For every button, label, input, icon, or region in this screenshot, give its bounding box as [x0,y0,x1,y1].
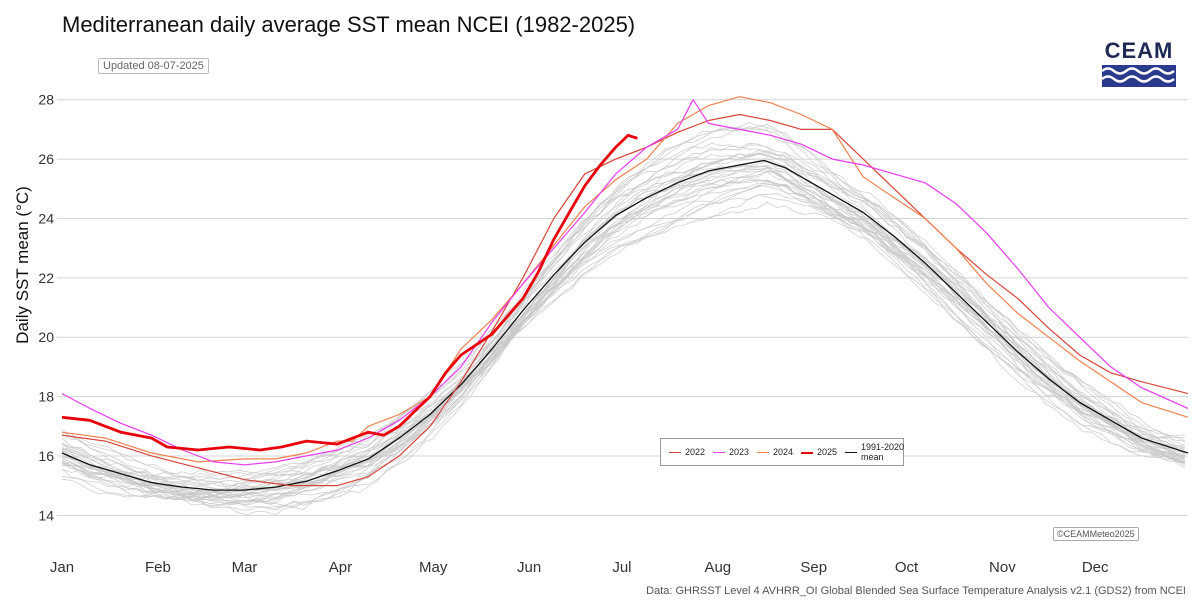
historical-year-line [61,145,1186,499]
historical-year-line [61,201,1185,500]
legend-label: 2025 [817,447,838,457]
copyright-badge: ©CEAMMeteo2025 [1053,527,1139,541]
series-line-2022 [61,113,1189,487]
x-ticks: Jan Feb Mar Apr May Jun Jul Aug Sep Oct Nov Dec [50,559,1109,576]
historical-year-line [61,170,1185,506]
y-tick-label: 26 [38,151,54,167]
legend-swatch [801,452,813,454]
legend-label: 1991-2020 mean [861,442,905,462]
x-tick-label: Sep [800,559,827,576]
x-tick-label: Apr [329,559,352,576]
x-tick-label: Aug [704,559,731,576]
series-lines [61,96,1189,491]
historical-year-line [61,142,1185,490]
y-tick-label: 14 [38,507,54,523]
series-line-2024 [61,96,1189,463]
y-tick-label: 28 [38,92,54,108]
historical-year-line [61,127,1185,490]
historical-year-line [61,153,1186,504]
legend-label: 2022 [685,447,706,457]
legend: 2022 2023 2024 2025 1991-2020 mean [660,438,904,466]
y-tick-label: 24 [38,210,54,226]
y-tick-label: 22 [38,270,54,286]
logo-text: CEAM [1104,38,1174,63]
y-ticks: 14 16 18 20 22 24 26 28 [38,92,54,524]
ceam-logo: CEAM [1100,38,1178,90]
x-tick-label: Feb [145,559,171,576]
series-line-2025 [61,133,638,452]
x-tick-label: Mar [232,559,258,576]
historical-year-line [61,194,1185,500]
historical-year-line [61,150,1185,477]
historical-year-line [61,184,1185,511]
historical-year-line [61,178,1185,496]
legend-swatch [713,452,725,453]
x-tick-label: Nov [989,559,1016,576]
legend-swatch [669,452,681,453]
historical-year-line [61,182,1185,500]
historical-year-line [61,152,1185,480]
historical-year-line [61,179,1186,516]
legend-label: 2024 [773,447,794,457]
y-tick-label: 16 [38,448,54,464]
gridlines [57,99,1188,516]
legend-label: 2023 [729,447,750,457]
historical-year-line [61,123,1186,490]
legend-swatch [845,452,857,453]
historical-lines [61,122,1186,516]
historical-year-line [61,149,1185,494]
historical-year-line [61,168,1186,494]
x-tick-label: Jan [50,559,74,576]
data-source: Data: GHRSST Level 4 AVHRR_OI Global Ble… [646,585,1186,597]
historical-year-line [61,170,1186,508]
x-tick-label: Jul [612,559,631,576]
x-tick-label: Oct [895,559,919,576]
historical-year-line [61,167,1186,505]
historical-year-line [61,153,1185,487]
x-tick-label: May [419,559,448,576]
x-tick-label: Dec [1082,559,1109,576]
historical-year-line [61,183,1186,510]
series-line-2023 [61,99,1189,466]
historical-year-line [61,122,1186,487]
y-tick-label: 18 [38,389,54,405]
chart-title: Mediterranean daily average SST mean NCE… [62,12,636,37]
historical-year-line [61,126,1186,487]
legend-swatch [757,452,769,453]
logo-waves-icon [1101,65,1176,87]
x-tick-label: Jun [517,559,541,576]
historical-year-line [61,178,1186,500]
series-line-1991-2020-mean [61,159,1189,491]
updated-badge: Updated 08-07-2025 [98,58,209,74]
historical-year-line [61,193,1185,507]
y-tick-label: 20 [38,329,54,345]
